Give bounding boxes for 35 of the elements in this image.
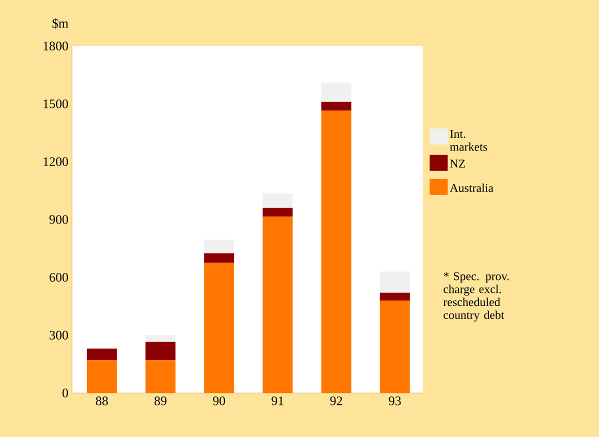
y-tick-label: 600 xyxy=(50,272,68,282)
x-tick-label: 88 xyxy=(96,396,108,406)
bar xyxy=(145,342,176,360)
bar xyxy=(380,272,410,293)
bar xyxy=(204,253,234,263)
legend-label: Int. markets xyxy=(450,130,488,151)
x-tick-label: 91 xyxy=(272,396,284,406)
y-tick-label: 0 xyxy=(62,388,68,398)
x-tick-label: 93 xyxy=(388,396,401,406)
bar xyxy=(321,102,352,111)
bar xyxy=(86,360,117,393)
bar xyxy=(321,82,352,102)
bar xyxy=(262,216,293,393)
bar xyxy=(321,110,352,393)
y-axis-title: $m xyxy=(52,18,68,29)
legend-label: NZ xyxy=(450,160,465,168)
y-tick-label: 1800 xyxy=(44,42,68,50)
bar xyxy=(380,300,410,393)
bar xyxy=(86,348,117,360)
y-tick-label: 1200 xyxy=(44,157,68,166)
y-tick-label: 900 xyxy=(49,215,68,224)
bar xyxy=(145,335,176,342)
bar xyxy=(262,208,293,217)
x-tick-label: 89 xyxy=(154,396,166,406)
y-tick-label: 1500 xyxy=(44,99,68,108)
x-tick-label: 92 xyxy=(330,396,342,406)
bar xyxy=(204,262,234,393)
y-tick-label: 300 xyxy=(50,330,68,340)
x-tick-label: 90 xyxy=(213,396,226,406)
bar xyxy=(204,240,234,254)
bar xyxy=(380,292,410,300)
bar xyxy=(145,360,176,393)
legend-label: Australia xyxy=(450,184,494,192)
text: * Spec. prov. charge excl. rescheduled country debt xyxy=(443,272,509,322)
bar xyxy=(262,193,293,208)
